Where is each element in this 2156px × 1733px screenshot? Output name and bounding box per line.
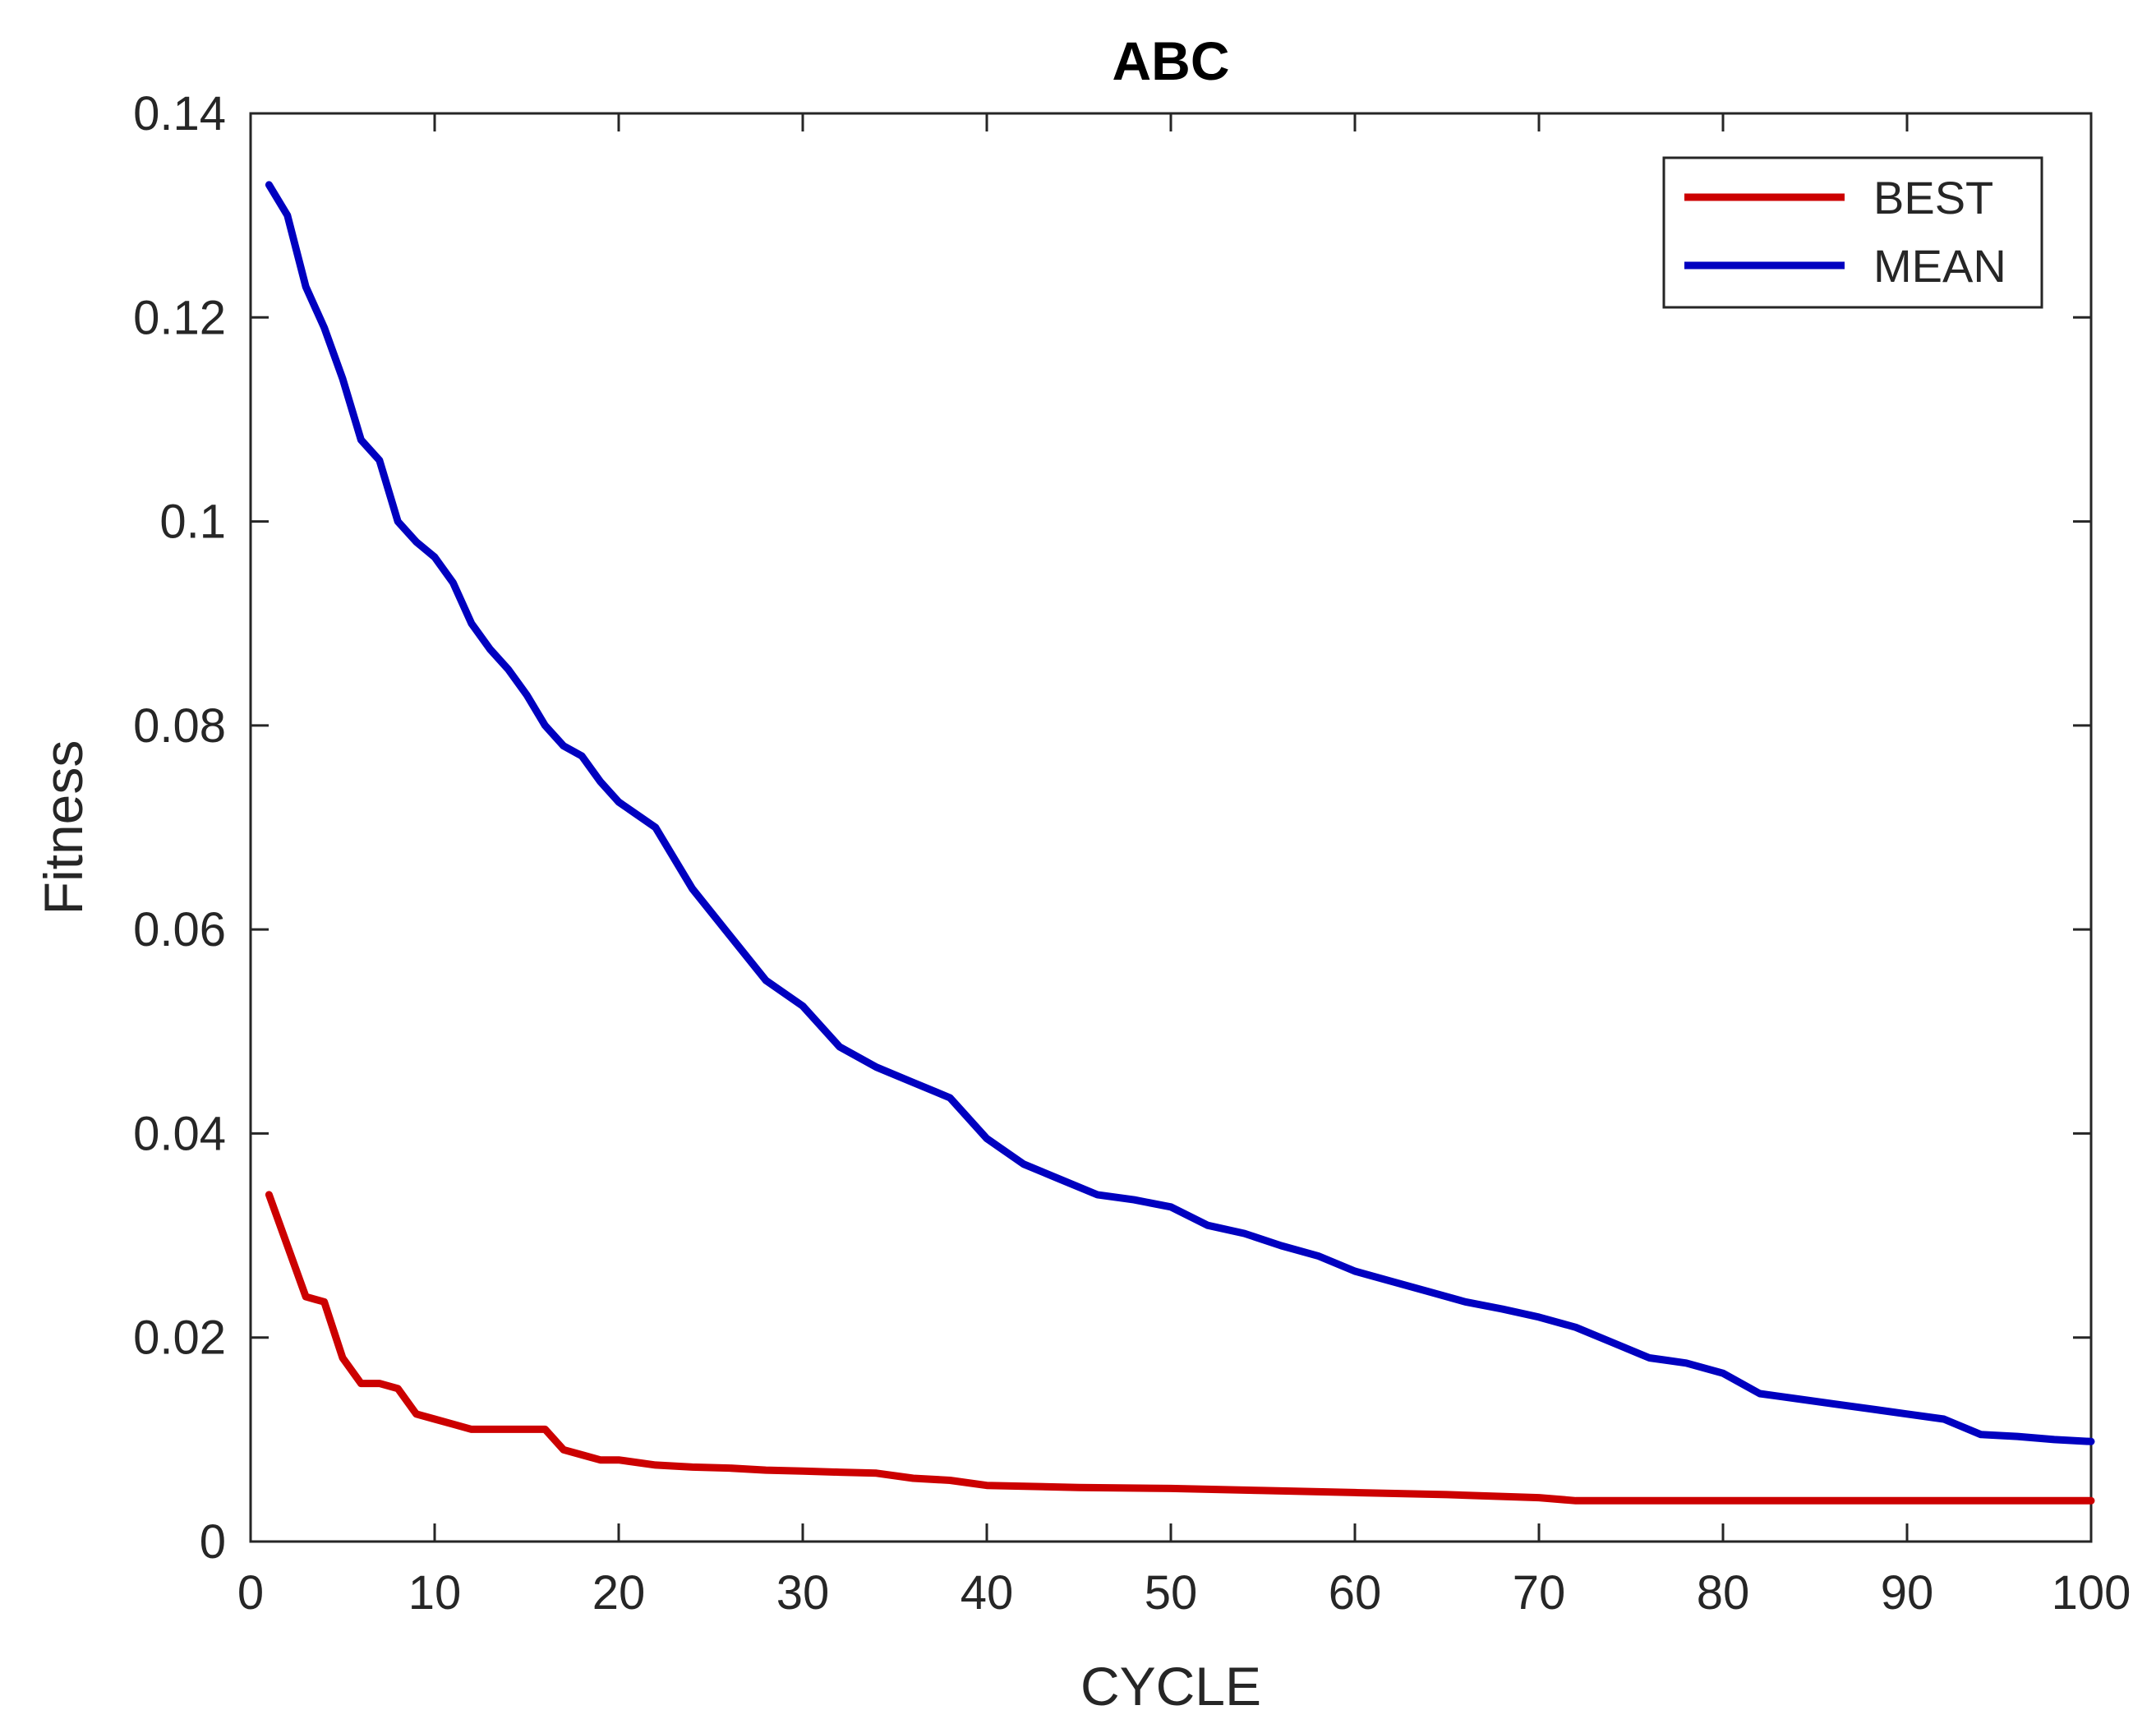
- series-line-mean: [265, 181, 2095, 1445]
- legend-box: [1662, 156, 2043, 309]
- legend-label-best: BEST: [1873, 172, 1993, 224]
- x-tick-label: 90: [1881, 1566, 1934, 1620]
- x-axis: 0 10 20 30 40 50 60 70 80 90 100: [237, 113, 2131, 1620]
- x-tick-label: 10: [408, 1566, 462, 1620]
- y-tick-label: 0: [200, 1515, 226, 1569]
- plot-frame: [249, 112, 2093, 1543]
- x-axis-label: CYCLE: [1080, 1656, 1261, 1717]
- x-tick-label: 100: [2052, 1566, 2131, 1620]
- y-axis: 0 0.02 0.04 0.06 0.08 0.1 0.12 0.14: [133, 87, 2091, 1569]
- x-tick-label: 0: [237, 1566, 264, 1620]
- x-tick-label: 70: [1513, 1566, 1566, 1620]
- y-tick-label: 0.06: [133, 903, 226, 956]
- x-tick-label: 40: [961, 1566, 1014, 1620]
- plot-area: 0 10 20 30 40 50 60 70 80 90 100 0 0.02 0.04 0.06 0.08…: [133, 87, 2131, 1620]
- x-tick-label: 60: [1329, 1566, 1382, 1620]
- x-tick-label: 30: [776, 1566, 830, 1620]
- y-tick-label: 0.04: [133, 1107, 226, 1160]
- y-axis-label: Fitness: [33, 740, 94, 915]
- x-tick-label: 80: [1697, 1566, 1750, 1620]
- chart-title: ABC: [1113, 30, 1230, 91]
- y-tick-label: 0.02: [133, 1311, 226, 1365]
- y-tick-label: 0.12: [133, 291, 226, 344]
- legend-label-mean: MEAN: [1873, 240, 2006, 292]
- series-lines: [265, 181, 2095, 1505]
- y-tick-label: 0.08: [133, 699, 226, 753]
- legend: BEST MEAN: [1662, 156, 2043, 309]
- series-line-best: [265, 1191, 2095, 1505]
- y-tick-label: 0.14: [133, 87, 226, 141]
- x-tick-label: 50: [1145, 1566, 1198, 1620]
- x-tick-label: 20: [592, 1566, 646, 1620]
- y-tick-label: 0.1: [159, 495, 226, 549]
